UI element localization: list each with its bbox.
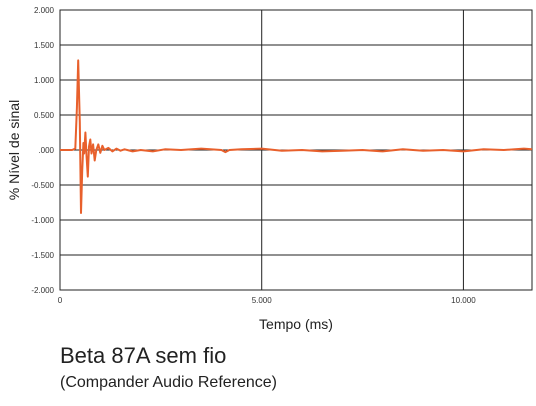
signal-series-line (60, 59, 533, 214)
y-tick-label: -1.500 (31, 251, 54, 260)
y-tick-label: -2.000 (31, 286, 54, 295)
y-tick-label: -0.500 (31, 181, 54, 190)
x-tick-label: 0 (58, 296, 63, 305)
y-tick-label: 0.500 (34, 111, 55, 120)
x-tick-label: 5.000 (252, 296, 273, 305)
chart-title: Beta 87A sem fio (60, 343, 227, 368)
y-tick-label: -1.000 (31, 216, 54, 225)
y-axis-label: % Nível de sinal (6, 100, 22, 200)
y-tick-label: .000 (38, 146, 54, 155)
y-tick-label: 2.000 (34, 6, 55, 15)
y-axis-ticks: 2.000 1.500 1.000 0.500 .000 -0.500 -1.000 -1.5… (31, 6, 54, 295)
x-axis-label: Tempo (ms) (259, 316, 333, 332)
chart-subtitle: (Compander Audio Reference) (60, 374, 278, 391)
x-axis-ticks: 0 5.000 10.000 (58, 296, 476, 305)
y-tick-label: 1.500 (34, 41, 55, 50)
x-tick-label: 10.000 (451, 296, 476, 305)
y-tick-label: 1.000 (34, 76, 55, 85)
impulse-response-chart: 2.000 1.500 1.000 0.500 .000 -0.500 -1.000 -1.5… (6, 6, 533, 332)
